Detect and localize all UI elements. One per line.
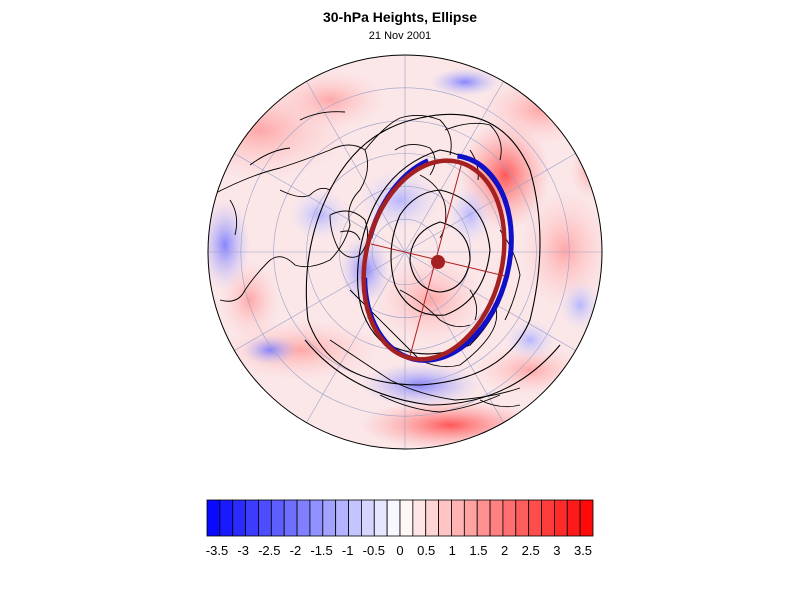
colorbar-box [515,499,530,537]
colorbar-tick-label: 3.5 [573,543,593,558]
colorbar-tick-label: -0.5 [362,543,386,558]
colorbar-box [348,499,362,537]
colorbar-box [270,499,285,537]
colorbar-tick-label: 2 [500,543,509,558]
colorbar-box [360,499,375,537]
colorbar-box [206,499,221,537]
plot-subtitle: 21 Nov 2001 [368,30,432,42]
ellipse-center-marker [431,255,445,269]
fitted-ellipse [361,158,507,362]
meridian-line [404,251,504,423]
colorbar-box [502,499,517,537]
colorbar-box [438,499,452,537]
colorbar-tick-label: -3.5 [205,543,229,558]
colorbar-box [476,499,491,537]
colorbar-tick-label: 1.5 [469,543,488,558]
colorbar-tick-label: -3 [237,543,249,558]
colorbar-box [463,499,478,537]
meridian-line [404,81,504,253]
colorbar-box [245,499,259,537]
colorbar-box [425,499,440,537]
meridian-line [404,153,576,253]
colorbar-tick-label: 1 [448,543,456,558]
colorbar-box [451,499,465,537]
colorbar-tick-label: 0 [396,543,404,558]
colorbar-box [296,499,311,537]
colorbar-box [373,499,388,537]
colorbar-box [232,499,247,537]
coastlines [211,111,521,413]
colorbar-box [219,499,234,537]
colorbar-box [399,499,414,537]
colorbar-box [309,499,324,537]
colorbar-tick-label: 0.5 [417,543,436,558]
anomaly-field [208,55,602,449]
meridian-line [234,251,406,351]
meridian-line [234,153,406,253]
colorbar-box [489,499,504,537]
colorbar-tick-label: -2 [289,543,302,558]
meridian-line [306,81,406,253]
map-boundary [207,54,603,450]
colorbar-tick-label: -1.5 [310,543,333,558]
colorbar-box [541,499,555,537]
colorbar-tick-label: -2.5 [258,543,281,558]
colorbar-tick-label: -1 [341,543,354,558]
colorbar-box [322,499,337,537]
meridian-line [306,251,406,423]
colorbar-box [579,499,594,537]
colorbar-box [566,499,581,537]
colorbar-box [528,499,542,537]
colorbar-box [386,499,401,537]
colorbar-box [335,499,349,537]
colorbar-box [412,499,427,537]
colorbar-box [554,499,568,537]
plot-title: 30-hPa Heights, Ellipse [322,9,478,25]
colorbar-tick-label: 2.5 [521,543,540,558]
colorbar-box [258,499,272,537]
colorbar-tick-label: 3 [553,543,561,558]
colorbar-box [283,499,298,537]
colorbar-boxes [206,499,594,537]
